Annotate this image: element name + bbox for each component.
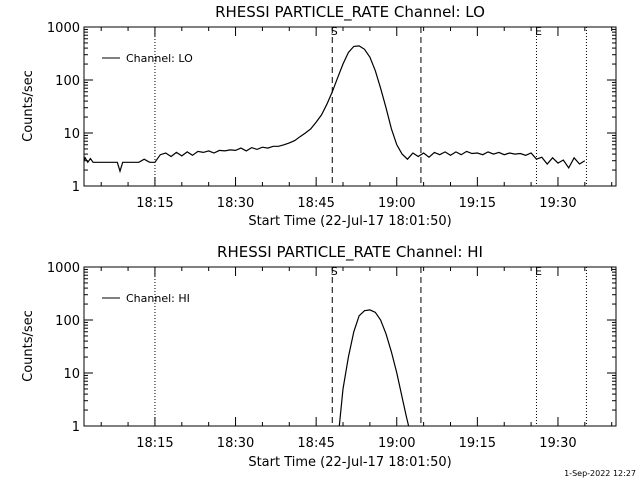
panel-hi-title: RHESSI PARTICLE_RATE Channel: HI [217, 243, 483, 262]
panel-lo-y-tick-label: 1 [72, 180, 80, 195]
panel-hi: RHESSI PARTICLE_RATE Channel: HI 1101001… [21, 243, 617, 470]
panel-hi-x-tick-label: 18:15 [136, 436, 173, 451]
panel-hi-x-tick-label: 19:15 [459, 436, 496, 451]
panel-hi-y-tick-label: 10 [63, 367, 80, 382]
panel-lo-plot-frame [83, 26, 617, 187]
panel-lo-y-tick-label: 100 [55, 74, 80, 89]
panel-lo-title: RHESSI PARTICLE_RATE Channel: LO [215, 3, 485, 22]
panel-hi-x-tick-label: 18:45 [297, 436, 334, 451]
panel-hi-x-tick-label: 19:30 [539, 436, 576, 451]
panel-lo-series-line [83, 45, 586, 174]
panel-lo-marker-label: E [535, 25, 542, 38]
panel-lo-x-tick-label: 19:30 [539, 196, 576, 211]
panel-hi-series-line [338, 309, 410, 427]
panel-hi-legend-label: Channel: HI [126, 292, 190, 305]
panel-hi-x-axis-label: Start Time (22-Jul-17 18:01:50) [248, 455, 451, 470]
panel-hi-y-axis-label: Counts/sec [21, 310, 36, 382]
panel-lo-y-ticks: 1 10 100 1000 [47, 21, 616, 195]
panel-lo-x-tick-label: 18:30 [217, 196, 254, 211]
panel-hi-series [338, 309, 410, 427]
footer-timestamp: 1-Sep-2022 12:27 [564, 469, 636, 478]
panel-hi-x-ticks: 18:15 18:30 18:45 19:00 19:15 19:30 [100, 267, 613, 451]
panel-hi-x-tick-label: 19:00 [378, 436, 415, 451]
panel-lo-series [83, 45, 586, 174]
panel-lo-marker-label: S [331, 25, 338, 38]
panel-lo-y-axis-label: Counts/sec [21, 70, 36, 142]
panel-lo-x-tick-label: 19:15 [459, 196, 496, 211]
panel-lo: RHESSI PARTICLE_RATE Channel: LO 1101001… [21, 3, 617, 229]
panel-lo-x-tick-label: 18:45 [297, 196, 334, 211]
panel-hi-y-ticks: 1 10 100 1000 [47, 261, 616, 435]
panel-hi-marker-label: S [331, 265, 338, 278]
panel-hi-marker-label: E [535, 265, 542, 278]
panel-lo-x-axis-label: Start Time (22-Jul-17 18:01:50) [248, 214, 451, 229]
panel-lo-y-tick-label: 1000 [47, 21, 80, 36]
panel-lo-x-ticks: 18:15 18:30 18:45 19:00 19:15 19:30 [100, 27, 613, 211]
panel-hi-y-tick-label: 1 [72, 420, 80, 435]
panel-lo-y-tick-label: 10 [63, 127, 80, 142]
panel-hi-y-tick-label: 1000 [47, 261, 80, 276]
panel-hi-y-tick-label: 100 [55, 314, 80, 329]
panel-hi-x-tick-label: 18:30 [217, 436, 254, 451]
panel-lo-x-tick-label: 19:00 [378, 196, 415, 211]
panel-lo-legend-label: Channel: LO [126, 52, 193, 65]
panel-hi-plot-frame [83, 266, 617, 427]
panel-lo-x-tick-label: 18:15 [136, 196, 173, 211]
